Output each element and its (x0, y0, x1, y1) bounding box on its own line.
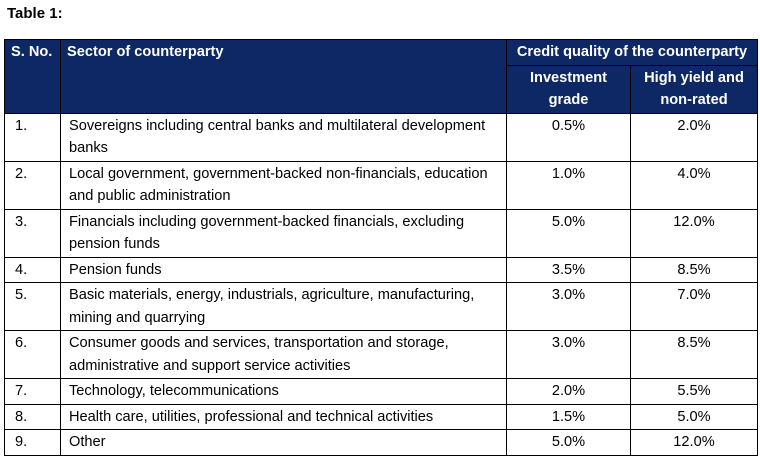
row-sector: Pension funds (60, 256, 507, 283)
counterparty-risk-table: S. No. Sector of counterparty Credit qua… (4, 39, 758, 456)
table-caption: Table 1: (7, 5, 63, 22)
row-sector: Basic materials, energy, industrials, ag… (60, 282, 507, 331)
row-investment-grade: 5.0% (506, 208, 631, 258)
table-row: 7. Technology, telecommunications 2.0% 5.5% (4, 378, 758, 405)
row-high-yield: 7.0% (630, 282, 758, 331)
table-row: 1. Sovereigns including central banks and… (4, 112, 758, 162)
row-sno: 3. (4, 208, 61, 258)
row-investment-grade: 2.0% (506, 378, 631, 405)
row-investment-grade: 3.5% (506, 256, 631, 283)
table-row: 8. Health care, utilities, professional a… (4, 403, 758, 430)
table-row: 6. Consumer goods and services, transport… (4, 330, 758, 379)
row-high-yield: 5.0% (630, 403, 758, 430)
row-high-yield: 5.5% (630, 378, 758, 405)
row-investment-grade: 0.5% (506, 112, 631, 162)
row-sector: Financials including government-backed f… (60, 208, 507, 258)
row-sector: Technology, telecommunications (60, 378, 507, 405)
row-high-yield: 12.0% (630, 429, 758, 456)
header-credit-quality: Credit quality of the counterparty (506, 39, 758, 66)
row-sno: 2. (4, 160, 61, 210)
row-investment-grade: 5.0% (506, 429, 631, 456)
row-sector: Sovereigns including central banks and m… (60, 112, 507, 162)
row-high-yield: 4.0% (630, 160, 758, 210)
row-sno: 8. (4, 403, 61, 430)
row-sector: Other (60, 429, 507, 456)
row-high-yield: 2.0% (630, 112, 758, 162)
row-high-yield: 12.0% (630, 208, 758, 258)
row-sno: 5. (4, 282, 61, 331)
table-row: 9. Other 5.0% 12.0% (4, 429, 758, 456)
header-high-yield: High yield and non-rated (630, 64, 758, 114)
table-row: 4. Pension funds 3.5% 8.5% (4, 256, 758, 283)
row-sno: 1. (4, 112, 61, 162)
row-sno: 6. (4, 330, 61, 379)
row-investment-grade: 1.5% (506, 403, 631, 430)
row-investment-grade: 1.0% (506, 160, 631, 210)
table-row: 3. Financials including government-backed… (4, 208, 758, 258)
row-investment-grade: 3.0% (506, 330, 631, 379)
row-sno: 7. (4, 378, 61, 405)
row-sector: Consumer goods and services, transportat… (60, 330, 507, 379)
header-sno: S. No. (4, 39, 61, 114)
row-investment-grade: 3.0% (506, 282, 631, 331)
row-high-yield: 8.5% (630, 330, 758, 379)
header-sector: Sector of counterparty (60, 39, 507, 114)
row-sno: 4. (4, 256, 61, 283)
row-high-yield: 8.5% (630, 256, 758, 283)
header-investment-grade: Investment grade (506, 64, 631, 114)
table-row: 5. Basic materials, energy, industrials, … (4, 282, 758, 331)
row-sector: Local government, government-backed non-… (60, 160, 507, 210)
row-sector: Health care, utilities, professional and… (60, 403, 507, 430)
row-sno: 9. (4, 429, 61, 456)
table-row: 2. Local government, government-backed no… (4, 160, 758, 210)
